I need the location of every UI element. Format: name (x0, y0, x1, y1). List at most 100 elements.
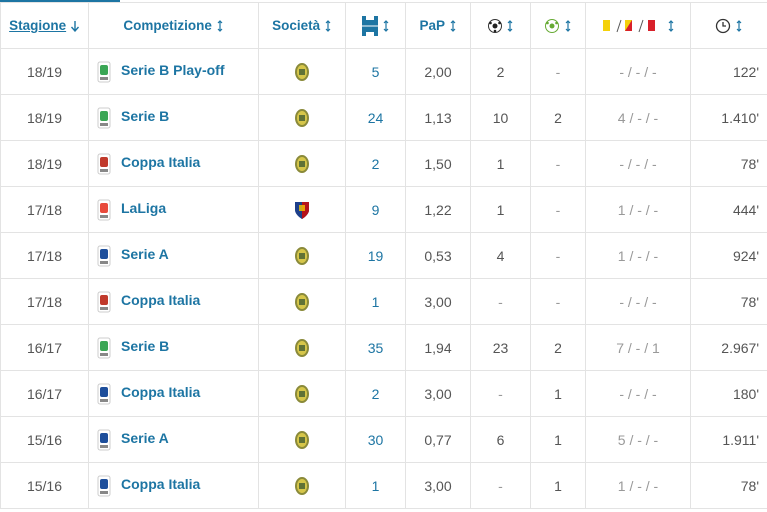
club[interactable] (258, 94, 346, 141)
competition-name[interactable]: Serie B (121, 108, 170, 125)
competition[interactable]: Serie B (88, 94, 259, 141)
competition-name[interactable]: Coppa Italia (121, 154, 201, 171)
competition-logo (97, 153, 111, 174)
club-crest (295, 108, 309, 127)
competition-name[interactable]: Serie A (121, 246, 169, 263)
competition[interactable]: Serie A (88, 232, 259, 279)
competition[interactable]: LaLiga (88, 186, 259, 233)
competition[interactable]: Serie B Play-off (88, 48, 259, 95)
club[interactable] (258, 324, 346, 371)
club[interactable] (258, 186, 346, 233)
competition-name[interactable]: Serie B Play-off (121, 62, 225, 79)
cards: - / - / - (585, 48, 691, 95)
club[interactable] (258, 462, 346, 509)
appearances[interactable]: 9 (345, 186, 406, 233)
club-crest (295, 430, 309, 449)
assists: - (530, 278, 586, 325)
appearances[interactable]: 30 (345, 416, 406, 463)
season: 16/17 (0, 324, 89, 371)
cards-icon (603, 19, 656, 32)
competition[interactable]: Coppa Italia (88, 278, 259, 325)
appearances[interactable]: 5 (345, 48, 406, 95)
sort-icon (507, 19, 513, 32)
competition-logo (97, 383, 111, 404)
cards-header[interactable] (585, 2, 691, 49)
cards: - / - / - (585, 370, 691, 417)
assist-icon (545, 18, 560, 33)
goals: 2 (470, 48, 531, 95)
season: 18/19 (0, 140, 89, 187)
appearances[interactable]: 2 (345, 140, 406, 187)
club[interactable] (258, 370, 346, 417)
points-per-game: 1,94 (405, 324, 471, 371)
sort-icon (736, 19, 742, 32)
table-body: 18/19 Serie B Play-off 5 2,00 2- - / - / -122… (0, 48, 767, 509)
competition-header[interactable]: Competizione (88, 2, 259, 49)
competition[interactable]: Serie A (88, 416, 259, 463)
tab-indicator (0, 0, 120, 3)
season: 18/19 (0, 94, 89, 141)
points-per-game: 2,00 (405, 48, 471, 95)
clock-icon (715, 18, 731, 33)
competition-name[interactable]: Coppa Italia (121, 476, 201, 493)
table-row: 18/19 Serie B 24 1,13 10 2 4 / - / -1.410' (0, 94, 767, 141)
competition-name[interactable]: Serie B (121, 338, 170, 355)
points-per-game: 0,53 (405, 232, 471, 279)
competition-name[interactable]: Coppa Italia (121, 384, 201, 401)
table-row: 17/18 Coppa Italia 1 3,00- - - / - / -78' (0, 278, 767, 325)
cards: 1 / - / - (585, 462, 691, 509)
minutes-header[interactable] (690, 2, 767, 49)
header-text: PaP (419, 18, 445, 33)
competition-name[interactable]: Serie A (121, 430, 169, 447)
goals: 1 (470, 140, 531, 187)
assists: - (530, 232, 586, 279)
header-row: Stagione Competizione Società PaP (0, 2, 767, 49)
competition[interactable]: Coppa Italia (88, 462, 259, 509)
header-text: Stagione (9, 18, 67, 33)
competition[interactable]: Serie B (88, 324, 259, 371)
table-row: 18/19 Coppa Italia 2 1,50 1- - / - / -78' (0, 140, 767, 187)
club-crest (295, 62, 309, 81)
minutes: 78' (690, 462, 767, 509)
season: 16/17 (0, 370, 89, 417)
club-crest (295, 476, 309, 495)
competition-logo (97, 245, 111, 266)
competition[interactable]: Coppa Italia (88, 140, 259, 187)
competition[interactable]: Coppa Italia (88, 370, 259, 417)
season-header[interactable]: Stagione (0, 2, 89, 49)
appearances[interactable]: 1 (345, 278, 406, 325)
assists: - (530, 140, 586, 187)
club-header[interactable]: Società (258, 2, 346, 49)
table-row: 16/17 Coppa Italia 2 3,00-1- / - / -180' (0, 370, 767, 417)
club[interactable] (258, 48, 346, 95)
goals-header[interactable] (470, 2, 531, 49)
appearances[interactable]: 2 (345, 370, 406, 417)
assists-header[interactable] (530, 2, 586, 49)
points-per-game: 3,00 (405, 370, 471, 417)
competition-logo (97, 337, 111, 358)
cards: - / - / - (585, 140, 691, 187)
minutes: 122' (690, 48, 767, 95)
appearances-header[interactable] (345, 2, 406, 49)
club[interactable] (258, 232, 346, 279)
appearances[interactable]: 1 (345, 462, 406, 509)
cards: 5 / - / - (585, 416, 691, 463)
minutes: 180' (690, 370, 767, 417)
club[interactable] (258, 140, 346, 187)
appearances[interactable]: 24 (345, 94, 406, 141)
club[interactable] (258, 416, 346, 463)
club[interactable] (258, 278, 346, 325)
goals: - (470, 278, 531, 325)
competition-name[interactable]: Coppa Italia (121, 292, 201, 309)
competition-logo (97, 61, 111, 82)
appearances[interactable]: 35 (345, 324, 406, 371)
season: 15/16 (0, 462, 89, 509)
ppg-header[interactable]: PaP (405, 2, 471, 49)
points-per-game: 3,00 (405, 462, 471, 509)
season: 17/18 (0, 232, 89, 279)
appearances[interactable]: 19 (345, 232, 406, 279)
points-per-game: 1,13 (405, 94, 471, 141)
club-crest (295, 154, 309, 173)
competition-name[interactable]: LaLiga (121, 200, 167, 217)
